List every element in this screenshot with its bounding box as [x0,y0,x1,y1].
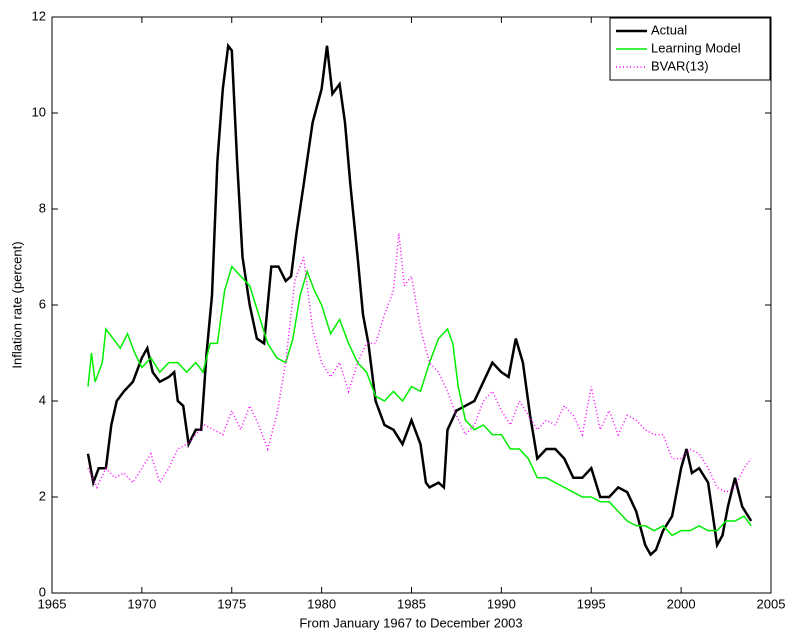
x-tick-label: 2000 [667,596,696,611]
y-tick-label: 0 [39,584,46,599]
x-tick-label: 1975 [217,596,246,611]
legend-label: Actual [651,22,687,37]
series-line [86,42,753,557]
y-tick-label: 6 [39,296,46,311]
y-tick-label: 4 [39,392,46,407]
y-axis-label: Inflation rate (percent) [9,241,24,368]
y-tick-label: 10 [32,104,46,119]
x-tick-label: 1980 [307,596,336,611]
x-axis-label: From January 1967 to December 2003 [299,615,522,630]
x-tick-label: 1970 [127,596,156,611]
legend-label: Learning Model [651,40,741,55]
y-tick-label: 2 [39,488,46,503]
x-tick-label: 1995 [577,596,606,611]
series-line [87,265,752,537]
x-tick-label: 2005 [757,596,786,611]
plot-area [51,16,772,594]
y-tick-label: 8 [39,200,46,215]
y-tick-label: 12 [32,8,46,23]
legend-label: BVAR(13) [651,58,709,73]
x-tick-label: 1965 [38,596,67,611]
x-tick-label: 1985 [397,596,426,611]
series-line [87,232,752,494]
x-tick-label: 1990 [487,596,516,611]
